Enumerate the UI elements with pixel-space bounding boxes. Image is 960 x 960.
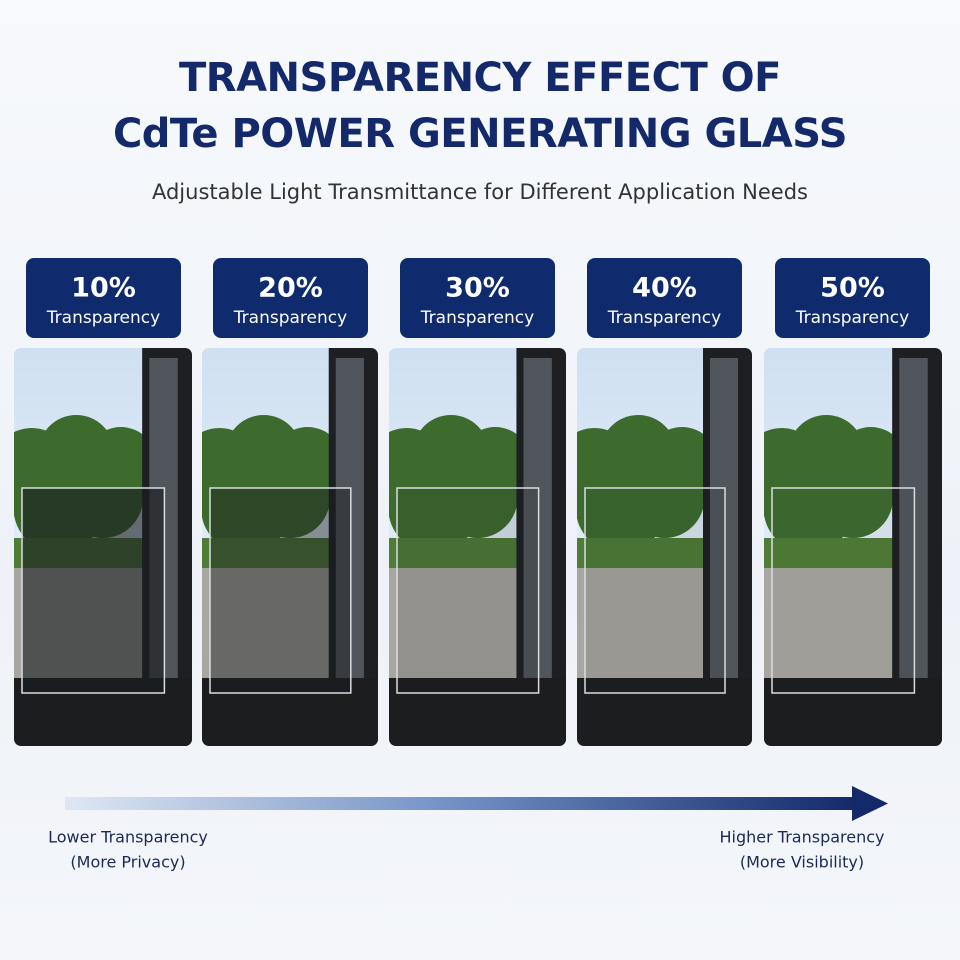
sill xyxy=(577,678,752,746)
badge xyxy=(587,258,742,338)
badge xyxy=(775,258,930,338)
badge-label: Transparency xyxy=(233,308,347,328)
panels: 10% Transparency 20% Transparency 30% Transpa… xyxy=(14,258,942,746)
scale-arrow-head xyxy=(852,786,888,821)
sill xyxy=(389,678,566,746)
glass-pane xyxy=(21,487,166,694)
title-line: TRANSPARENCY EFFECT OF xyxy=(179,55,781,101)
glass-pane xyxy=(771,487,916,694)
sill xyxy=(764,678,942,746)
glass-pane xyxy=(584,487,726,694)
glass-pane xyxy=(209,487,352,694)
badge-percent: 30% xyxy=(445,273,510,304)
tree xyxy=(624,458,705,538)
frame-inner xyxy=(523,358,552,686)
badge-label: Transparency xyxy=(46,308,160,328)
photo xyxy=(202,348,378,746)
title-line: CdTe POWER GENERATING GLASS xyxy=(113,111,847,157)
subtitle: Adjustable Light Transmittance for Diffe… xyxy=(152,180,808,204)
sill xyxy=(202,678,378,746)
scale-right-note: (More Visibility) xyxy=(740,853,864,872)
badge-percent: 20% xyxy=(258,273,323,304)
badge-label: Transparency xyxy=(795,308,909,328)
scale-left-title: Lower Transparency xyxy=(48,828,208,847)
badge-percent: 40% xyxy=(632,273,697,304)
badge xyxy=(213,258,368,338)
photo xyxy=(577,348,752,746)
tree xyxy=(250,458,330,538)
frame-inner xyxy=(899,358,928,686)
badge xyxy=(26,258,181,338)
badge-percent: 50% xyxy=(820,273,885,304)
photo xyxy=(764,348,942,746)
badge xyxy=(400,258,555,338)
scale-right-title: Higher Transparency xyxy=(720,828,885,847)
photo xyxy=(14,348,192,746)
badge-label: Transparency xyxy=(420,308,534,328)
scale-left-note: (More Privacy) xyxy=(70,853,185,872)
frame-inner xyxy=(710,358,738,686)
tree xyxy=(437,458,518,538)
photo xyxy=(389,348,566,746)
badge-percent: 10% xyxy=(71,273,136,304)
tree xyxy=(813,458,893,538)
scale-arrow-shaft xyxy=(65,797,855,810)
badge-label: Transparency xyxy=(607,308,721,328)
frame-inner xyxy=(335,358,364,686)
glass-pane xyxy=(396,487,540,694)
